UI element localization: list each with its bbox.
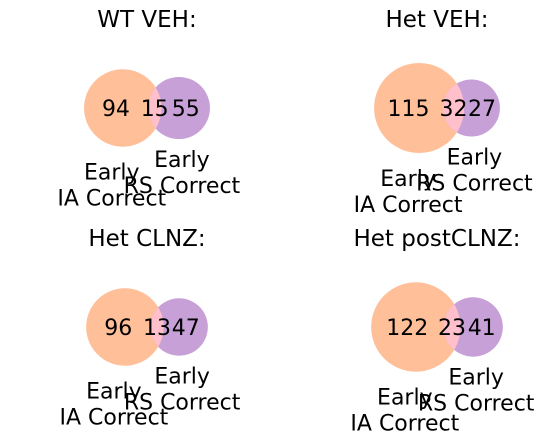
overlap-count: 13 (143, 316, 171, 341)
left-only-count: 96 (104, 316, 132, 341)
set-a-label: Early IA Correct (350, 386, 459, 437)
overlap-count: 15 (141, 97, 169, 122)
set-b-label: Early RS Correct (418, 366, 535, 417)
left-only-count: 115 (387, 97, 429, 122)
set-b-label: Early RS Correct (416, 146, 533, 197)
panel-title: Het CLNZ: (88, 226, 205, 252)
set-a-label: Early IA Correct (59, 380, 168, 431)
venn-panel: Het postCLNZ: 122 23 41 Early IA CorrectEarly… (350, 226, 534, 437)
set-a-circle (84, 69, 162, 147)
set-a-label: Early IA Correct (354, 167, 463, 218)
set-b-circle (147, 76, 210, 140)
set-b-label: Early RS Correct (124, 148, 241, 199)
set-a-circle (374, 63, 465, 153)
panel-title: Het VEH: (385, 7, 488, 33)
set-a-circle (86, 288, 164, 366)
overlap-region (442, 79, 465, 137)
set-a-label: Early IA Correct (57, 161, 166, 212)
set-b-circle (150, 298, 208, 356)
overlap-count: 32 (439, 97, 467, 122)
left-only-count: 122 (386, 316, 428, 341)
right-only-count: 41 (468, 316, 496, 341)
set-a-circle (371, 282, 461, 372)
right-only-count: 55 (172, 97, 200, 122)
panel-title: WT VEH: (97, 7, 196, 33)
panel-title: Het postCLNZ: (353, 226, 520, 252)
left-only-count: 94 (102, 97, 130, 122)
set-b-label: Early RS Correct (124, 365, 241, 416)
right-only-count: 47 (172, 316, 200, 341)
set-b-circle (443, 297, 503, 357)
overlap-count: 23 (438, 316, 466, 341)
right-only-count: 27 (468, 97, 496, 122)
